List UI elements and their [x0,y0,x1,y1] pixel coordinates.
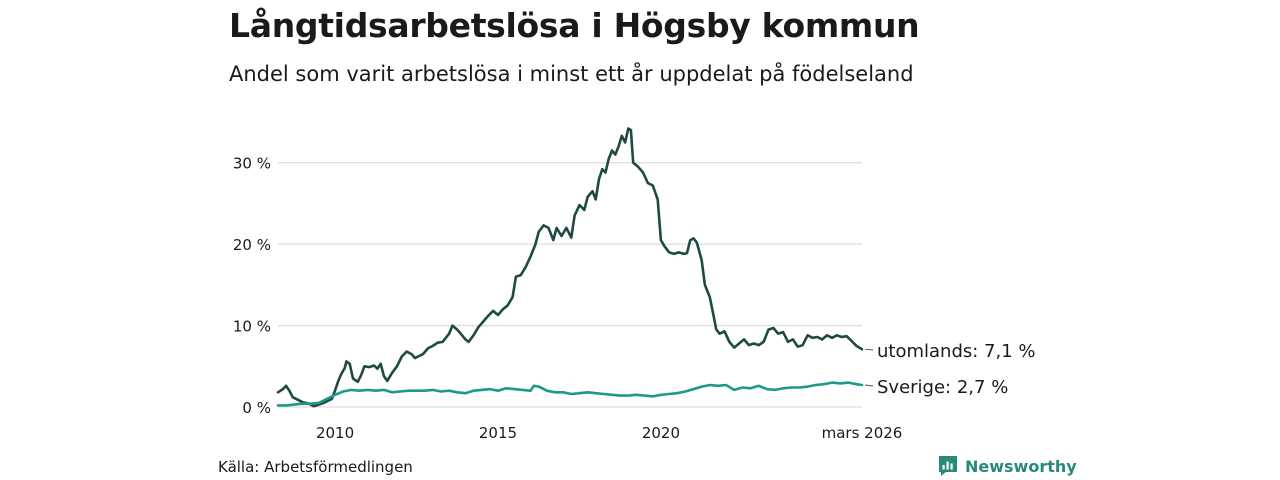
x-tick-label: 2015 [479,424,517,442]
series-line-utomlands [276,127,864,408]
brand-name: Newsworthy [965,456,1077,476]
y-tick-label: 20 % [233,236,271,254]
series-lines [276,127,864,408]
end-label-sverige: Sverige: 2,7 % [877,377,1008,398]
y-tick-label: 30 % [233,155,271,173]
x-tick-label: mars 2026 [822,424,903,442]
y-tick-label: 10 % [233,318,271,336]
end-label-leader [864,348,874,351]
series-end-labels: utomlands: 7,1 % Sverige: 2,7 % [864,341,1036,398]
gridlines [278,162,862,408]
y-axis: 0 % 10 % 20 % 30 % [233,155,271,417]
end-label-leader [864,384,874,387]
x-tick-label: 2010 [316,424,354,442]
chart-subtitle: Andel som varit arbetslösa i minst ett å… [229,62,914,86]
newsworthy-logo[interactable]: Newsworthy [938,455,1077,477]
x-tick-label: 2020 [642,424,680,442]
newsworthy-logo-icon [939,456,957,476]
chart-title: Långtidsarbetslösa i Högsby kommun [229,6,920,45]
x-axis: 2010 2015 2020 mars 2026 [316,424,902,442]
source-note: Källa: Arbetsförmedlingen [218,458,413,476]
y-tick-label: 0 % [242,399,271,417]
end-label-utomlands: utomlands: 7,1 % [877,341,1036,362]
series-line-sverige [276,381,864,407]
